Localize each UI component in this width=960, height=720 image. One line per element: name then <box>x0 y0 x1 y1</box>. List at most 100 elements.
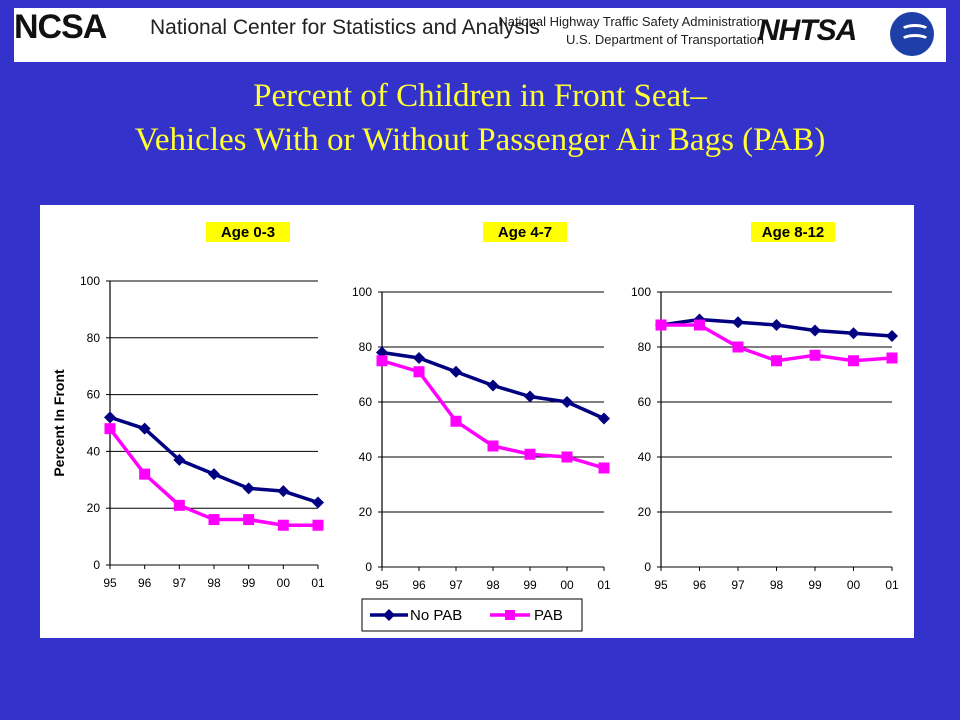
data-point-no-pab <box>277 485 290 498</box>
data-point-pab <box>561 451 573 463</box>
legend-label-pab: PAB <box>534 607 563 624</box>
chart-panel: Age 0-3 0 20 40 60 80 100 95 96 97 98 99 00 01 Percent… <box>40 205 914 638</box>
data-point-no-pab <box>524 390 536 403</box>
y-tick-label: 60 <box>638 395 652 409</box>
x-tick-label: 95 <box>103 576 117 590</box>
agency-line-2: U.S. Department of Transportation <box>566 32 764 47</box>
y-tick-label: 60 <box>87 388 101 402</box>
data-point-no-pab <box>208 468 220 481</box>
y-tick-label: 20 <box>359 505 373 519</box>
x-tick-label: 96 <box>693 578 707 592</box>
data-point-pab <box>208 514 220 526</box>
chart-title: Age 8-12 <box>762 224 825 241</box>
data-point-no-pab <box>104 411 116 424</box>
data-point-pab <box>487 440 499 452</box>
x-tick-label: 00 <box>847 578 861 592</box>
data-point-no-pab <box>886 330 898 342</box>
nhtsa-logo: NHTSA <box>758 14 857 48</box>
data-point-no-pab <box>173 453 186 466</box>
y-tick-label: 80 <box>87 331 101 345</box>
data-point-no-pab <box>847 327 860 340</box>
data-point-pab <box>277 519 289 531</box>
x-tick-label: 99 <box>808 578 822 592</box>
data-point-no-pab <box>809 324 821 337</box>
data-point-pab <box>809 349 821 361</box>
data-point-pab <box>598 462 610 474</box>
legend-marker-no-pab <box>383 609 395 621</box>
y-tick-label: 20 <box>638 505 652 519</box>
y-tick-label: 0 <box>644 560 651 574</box>
data-point-pab <box>104 423 116 435</box>
x-tick-label: 01 <box>885 578 899 592</box>
y-axis-label: Percent In Front <box>51 369 67 477</box>
y-tick-label: 40 <box>359 450 373 464</box>
x-tick-label: 01 <box>311 576 325 590</box>
x-tick-label: 97 <box>731 578 745 592</box>
ncsa-logo: NCSA <box>14 8 107 46</box>
x-tick-label: 99 <box>242 576 256 590</box>
header-banner <box>14 8 946 62</box>
x-tick-label: 99 <box>523 578 537 592</box>
y-tick-label: 80 <box>359 340 373 354</box>
data-point-no-pab <box>732 316 744 329</box>
x-tick-label: 95 <box>375 578 389 592</box>
agency-line-1: National Highway Traffic Safety Administ… <box>498 14 764 29</box>
data-point-pab <box>173 499 185 511</box>
chart-title: Age 4-7 <box>498 224 552 241</box>
data-point-no-pab <box>561 396 573 408</box>
slide-title-line-1: Percent of Children in Front Seat– <box>253 78 707 114</box>
data-point-pab <box>848 355 859 367</box>
x-tick-label: 00 <box>277 576 291 590</box>
data-point-pab <box>376 355 388 367</box>
x-tick-label: 00 <box>560 578 574 592</box>
data-point-no-pab <box>487 379 499 392</box>
data-point-pab <box>886 352 898 364</box>
chart-title-bg <box>751 222 835 242</box>
y-tick-label: 40 <box>638 450 652 464</box>
data-point-pab <box>732 341 744 353</box>
data-point-pab <box>243 514 255 526</box>
legend-marker-pab <box>505 610 515 620</box>
y-tick-label: 0 <box>365 560 372 574</box>
x-tick-label: 97 <box>449 578 463 592</box>
legend-label-no-pab: No PAB <box>410 607 462 624</box>
x-tick-label: 96 <box>412 578 426 592</box>
x-tick-label: 97 <box>173 576 187 590</box>
data-point-no-pab <box>312 496 324 509</box>
dot-seal-icon <box>890 12 934 56</box>
y-tick-label: 20 <box>87 501 101 515</box>
y-tick-label: 60 <box>359 395 373 409</box>
data-point-pab <box>524 448 536 460</box>
chart-title-bg <box>206 222 290 242</box>
data-point-no-pab <box>598 412 610 425</box>
data-point-pab <box>139 468 151 480</box>
org-name: National Center for Statistics and Analy… <box>150 16 540 39</box>
data-point-no-pab <box>450 365 462 378</box>
y-tick-label: 100 <box>352 285 372 299</box>
y-tick-label: 80 <box>638 340 652 354</box>
data-point-pab <box>655 319 667 331</box>
chart-title: Age 0-3 <box>221 224 275 241</box>
y-tick-label: 100 <box>80 274 100 288</box>
data-point-no-pab <box>138 422 151 435</box>
x-tick-label: 98 <box>207 576 221 590</box>
data-point-pab <box>312 519 324 531</box>
x-tick-label: 98 <box>770 578 784 592</box>
data-point-no-pab <box>413 352 425 364</box>
x-tick-label: 98 <box>486 578 500 592</box>
data-point-pab <box>450 415 462 427</box>
data-point-pab <box>771 355 782 367</box>
data-point-pab <box>413 366 425 378</box>
slide-title-line-2: Vehicles With or Without Passenger Air B… <box>134 122 826 158</box>
x-tick-label: 96 <box>138 576 152 590</box>
y-tick-label: 0 <box>93 558 100 572</box>
data-point-no-pab <box>242 482 255 495</box>
y-tick-label: 100 <box>631 285 651 299</box>
x-tick-label: 95 <box>654 578 668 592</box>
data-point-pab <box>694 319 705 331</box>
data-point-no-pab <box>770 319 783 331</box>
y-tick-label: 40 <box>87 444 101 458</box>
x-tick-label: 01 <box>597 578 611 592</box>
chart-title-bg <box>483 222 567 242</box>
